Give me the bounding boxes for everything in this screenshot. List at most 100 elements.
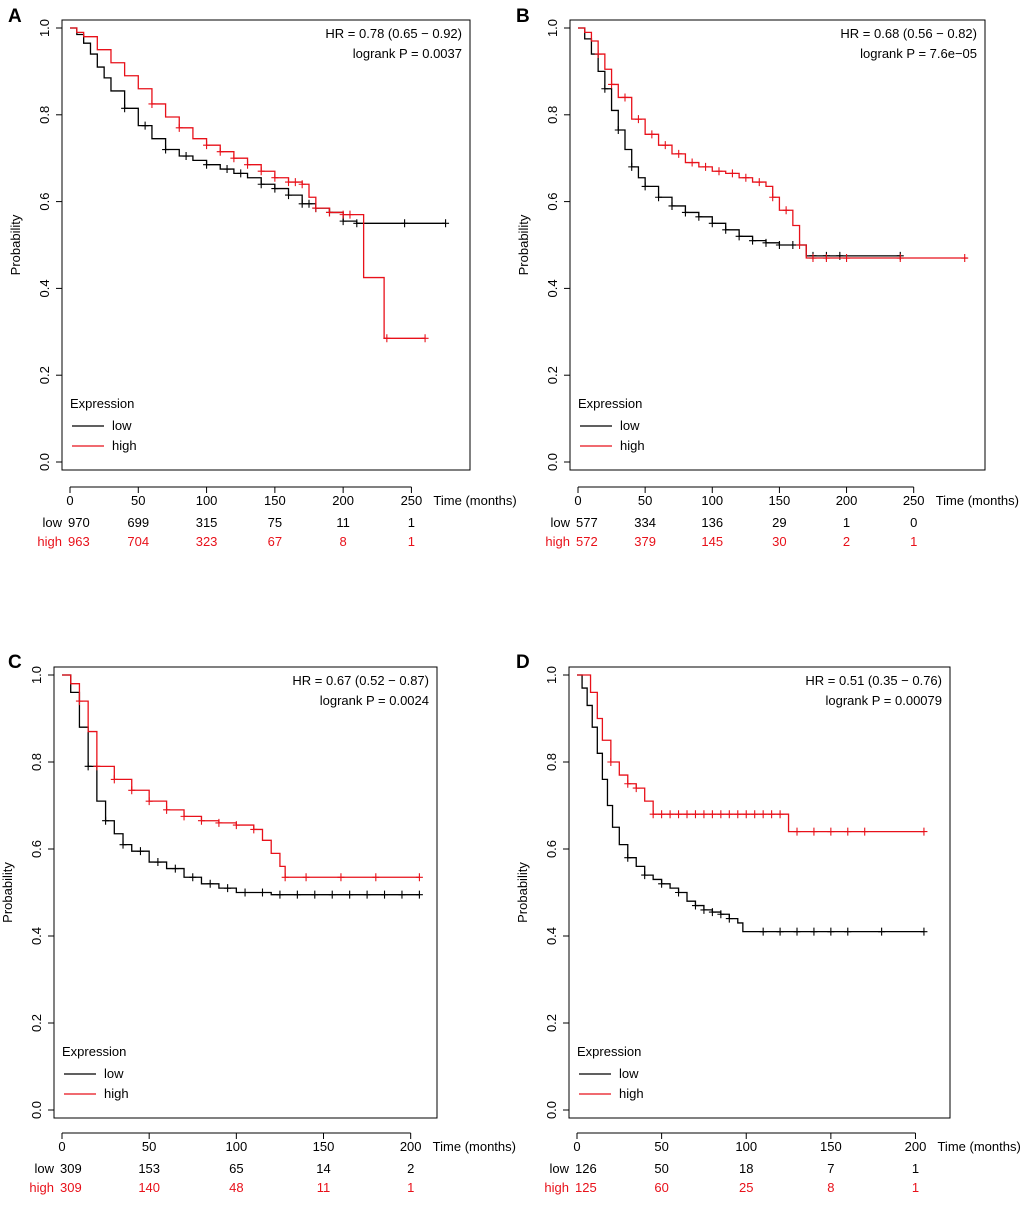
censor-mark-low — [789, 241, 797, 249]
censor-mark-high — [649, 810, 657, 819]
x-tick-label: 200 — [332, 493, 354, 508]
censor-mark-high — [339, 210, 347, 219]
censor-mark-low — [363, 890, 371, 899]
censor-mark-high — [312, 204, 320, 213]
censor-mark-low — [614, 125, 622, 134]
censor-mark-high — [648, 130, 656, 139]
risk-count-high: 572 — [576, 534, 598, 549]
legend-title: Expression — [578, 396, 642, 411]
censor-mark-high — [594, 50, 602, 59]
legend-label-low: low — [112, 418, 132, 433]
censor-mark-high — [759, 810, 767, 819]
x-tick-label: 150 — [820, 1139, 842, 1154]
legend-title: Expression — [62, 1044, 126, 1059]
risk-count-high: 48 — [229, 1180, 243, 1195]
censor-mark-high — [203, 141, 211, 150]
km-curve-low — [577, 674, 924, 933]
y-tick-label: 0.4 — [37, 279, 52, 297]
legend-label-high: high — [112, 438, 137, 453]
legend-label-low: low — [104, 1066, 124, 1081]
km-panel-a: A 0.0 0.2 0.4 0.6 0.8 1.0 Probability 0 50 100 150 2… — [8, 6, 517, 549]
censor-mark-low — [381, 890, 389, 899]
censor-mark-high — [702, 162, 710, 171]
risk-count-high: 1 — [408, 534, 415, 549]
legend-label-high: high — [620, 438, 645, 453]
y-axis-label: Probability — [8, 214, 23, 275]
risk-row-label-high: high — [37, 534, 62, 549]
risk-count-high: 2 — [843, 534, 850, 549]
logrank-p-annotation: logrank P = 0.0024 — [320, 693, 429, 708]
censor-mark-low — [84, 762, 92, 771]
censor-mark-low — [762, 238, 770, 247]
censor-mark-low — [920, 927, 928, 936]
risk-count-low: 18 — [739, 1161, 753, 1176]
risk-count-high: 30 — [772, 534, 786, 549]
censor-mark-low — [658, 879, 666, 888]
censor-mark-low — [725, 914, 733, 923]
censor-mark-high — [337, 873, 345, 882]
plot-frame — [568, 666, 951, 1119]
panel-label: D — [516, 652, 530, 673]
censor-mark-low — [695, 212, 703, 221]
censor-mark-high — [675, 810, 683, 819]
censor-mark-low — [353, 219, 361, 228]
censor-mark-high — [861, 827, 869, 836]
x-tick-label: 0 — [573, 1139, 580, 1154]
y-axis-label: Probability — [516, 214, 531, 275]
censor-mark-low — [285, 191, 293, 200]
risk-row-label-low: low — [549, 1161, 569, 1176]
censor-mark-low — [257, 180, 265, 189]
censor-mark-high — [751, 810, 759, 819]
panel-label: B — [516, 6, 530, 27]
x-axis-label: Time (months) — [433, 493, 516, 508]
censor-mark-high — [607, 758, 615, 766]
censor-mark-high — [688, 158, 696, 167]
risk-count-high: 11 — [317, 1180, 331, 1195]
risk-count-high: 8 — [340, 534, 347, 549]
y-tick-label: 0.2 — [29, 1014, 44, 1032]
censor-mark-high — [244, 160, 252, 169]
y-axis-label: Probability — [515, 862, 530, 923]
censor-mark-low — [675, 888, 683, 897]
y-tick-label: 0.0 — [544, 1101, 559, 1119]
risk-row-label-high: high — [545, 534, 570, 549]
risk-count-high: 67 — [268, 534, 282, 549]
censor-mark-low — [258, 888, 266, 897]
censor-mark-low — [641, 871, 649, 880]
censor-mark-high — [776, 810, 784, 819]
y-tick-label: 0.2 — [545, 366, 560, 384]
risk-count-high: 25 — [739, 1180, 753, 1195]
censor-mark-high — [110, 775, 118, 784]
risk-count-high: 125 — [575, 1180, 597, 1195]
censor-mark-high — [658, 810, 666, 819]
x-tick-label: 250 — [903, 493, 925, 508]
censor-mark-high — [302, 873, 310, 882]
censor-mark-high — [148, 99, 156, 108]
risk-count-low: 699 — [127, 515, 149, 530]
censor-mark-high — [175, 123, 183, 132]
censor-mark-low — [759, 927, 767, 936]
hr-annotation: HR = 0.51 (0.35 − 0.76) — [805, 673, 942, 688]
censor-mark-low — [681, 208, 689, 217]
censor-mark-low — [119, 840, 127, 849]
x-tick-label: 100 — [735, 1139, 757, 1154]
censor-mark-low — [749, 236, 757, 245]
x-tick-label: 200 — [905, 1139, 927, 1154]
censor-mark-low — [722, 225, 730, 234]
risk-count-high: 963 — [68, 534, 90, 549]
risk-count-high: 309 — [60, 1180, 82, 1195]
legend-label-low: low — [619, 1066, 639, 1081]
y-tick-label: 0.6 — [545, 193, 560, 211]
censor-mark-high — [415, 873, 423, 882]
risk-count-low: 7 — [827, 1161, 834, 1176]
censor-mark-high — [180, 812, 188, 821]
censor-mark-high — [827, 827, 835, 836]
legend-label-high: high — [104, 1086, 129, 1101]
y-tick-label: 1.0 — [544, 666, 559, 684]
risk-count-low: 126 — [575, 1161, 597, 1176]
censor-mark-low — [298, 199, 306, 208]
censor-mark-high — [691, 810, 699, 819]
risk-count-low: 11 — [336, 515, 350, 530]
hr-annotation: HR = 0.67 (0.52 − 0.87) — [292, 673, 429, 688]
